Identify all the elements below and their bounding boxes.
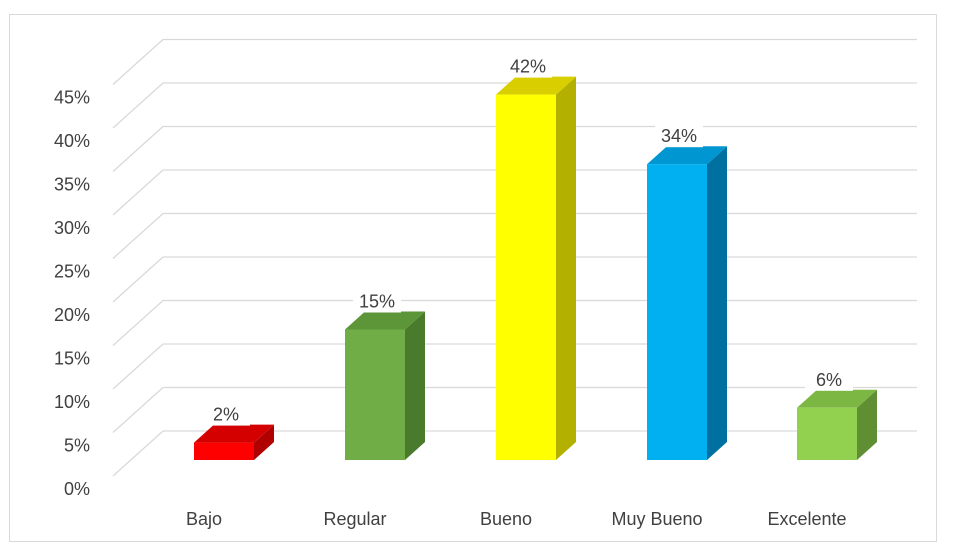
- data-labels: 2% 15% 42% 34% 6%: [202, 53, 853, 426]
- bar-regular: [345, 311, 425, 460]
- data-label: 34%: [661, 126, 697, 146]
- category-label: Excelente: [767, 509, 846, 529]
- bar-front: [797, 407, 857, 460]
- gridline: [112, 82, 917, 129]
- bar-side: [556, 76, 576, 460]
- bars: [194, 76, 877, 460]
- data-label-bg: [202, 401, 250, 426]
- bar-front: [647, 164, 707, 460]
- category-label: Muy Bueno: [611, 509, 702, 529]
- bar-excelente: [797, 389, 877, 460]
- bar-muy-bueno: [647, 146, 727, 460]
- y-tick-label: 35%: [54, 175, 90, 195]
- bar-top: [647, 146, 727, 165]
- bar-front: [194, 442, 254, 460]
- category-label: Bajo: [186, 509, 222, 529]
- bar-side: [405, 311, 425, 460]
- x-axis-categories: Bajo Regular Bueno Muy Bueno Excelente: [186, 509, 847, 529]
- y-tick-label: 25%: [54, 262, 90, 282]
- data-label-bg: [504, 53, 552, 78]
- bar-front: [345, 329, 405, 460]
- bar-top: [797, 389, 877, 408]
- category-label: Bueno: [480, 509, 532, 529]
- data-label-bg: [655, 123, 703, 148]
- y-tick-label: 5%: [64, 436, 90, 456]
- y-tick-label: 20%: [54, 305, 90, 325]
- bar-top: [496, 76, 576, 95]
- y-tick-label: 45%: [54, 88, 90, 108]
- y-tick-label: 30%: [54, 218, 90, 238]
- y-axis-ticks: 0% 5% 10% 15% 20% 25% 30% 35% 40% 45%: [54, 88, 90, 500]
- y-tick-label: 15%: [54, 349, 90, 369]
- bar-front: [496, 94, 556, 460]
- bar-bueno: [496, 76, 576, 460]
- chart-area: [9, 14, 937, 542]
- bar-side: [254, 424, 274, 460]
- gridline: [112, 38, 917, 85]
- bar-bajo: [194, 424, 274, 460]
- data-label-bg: [353, 288, 401, 313]
- data-label: 42%: [510, 57, 546, 77]
- y-tick-label: 0%: [64, 479, 90, 499]
- bar-top: [345, 311, 425, 330]
- bar-side: [707, 146, 727, 460]
- bar-top: [194, 424, 274, 443]
- y-tick-label: 10%: [54, 392, 90, 412]
- data-label: 6%: [816, 370, 842, 390]
- data-label-bg: [805, 366, 853, 391]
- data-label: 15%: [359, 292, 395, 312]
- data-label: 2%: [213, 405, 239, 425]
- y-tick-label: 40%: [54, 131, 90, 151]
- bar-side: [857, 389, 877, 460]
- category-label: Regular: [323, 509, 386, 529]
